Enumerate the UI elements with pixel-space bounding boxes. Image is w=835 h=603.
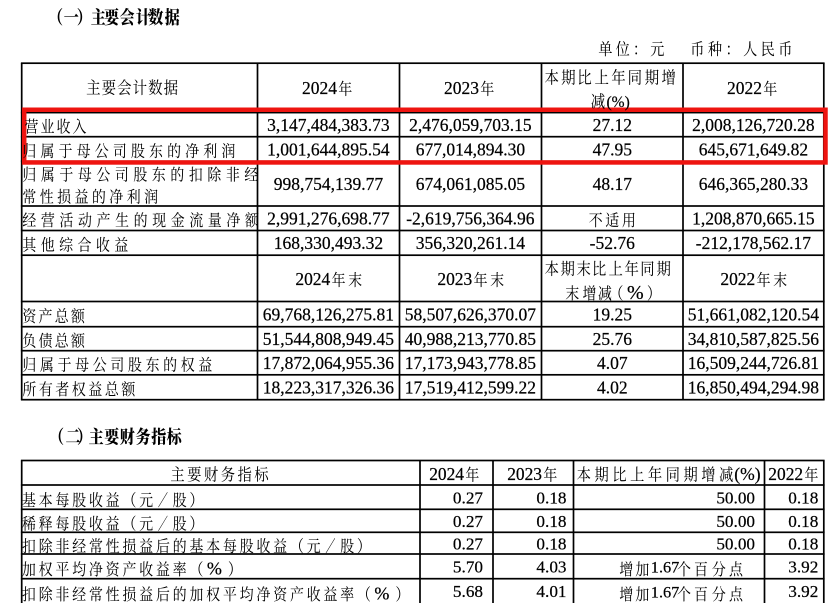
svg-text:2022: 2022 <box>727 78 762 98</box>
svg-text:2023: 2023 <box>437 269 472 289</box>
svg-text:4.01: 4.01 <box>536 582 566 601</box>
svg-text:2023: 2023 <box>507 464 542 484</box>
svg-text:%: % <box>207 559 222 579</box>
svg-text:47.95: 47.95 <box>593 139 633 159</box>
svg-text:34,810,587,825.56: 34,810,587,825.56 <box>688 329 820 349</box>
svg-text:50.00: 50.00 <box>716 534 755 553</box>
svg-text:0.18: 0.18 <box>536 488 566 507</box>
svg-text:3,147,484,383.73: 3,147,484,383.73 <box>267 115 390 135</box>
svg-text:27.12: 27.12 <box>593 115 632 135</box>
svg-text:48.17: 48.17 <box>593 174 633 194</box>
svg-text:677,014,894.30: 677,014,894.30 <box>416 139 526 159</box>
svg-text:0.27: 0.27 <box>453 512 483 531</box>
svg-text:646,365,280.33: 646,365,280.33 <box>699 174 809 194</box>
svg-text:3.92: 3.92 <box>788 558 818 577</box>
svg-text:2023: 2023 <box>444 78 479 98</box>
svg-text:17,872,064,955.36: 17,872,064,955.36 <box>263 353 395 373</box>
svg-text:18,223,317,326.36: 18,223,317,326.36 <box>263 378 395 398</box>
svg-text:0.27: 0.27 <box>453 534 483 553</box>
svg-text:19.25: 19.25 <box>593 304 633 324</box>
svg-text:674,061,085.05: 674,061,085.05 <box>416 174 526 194</box>
svg-text:1.67: 1.67 <box>651 558 680 577</box>
svg-text:17,519,412,599.22: 17,519,412,599.22 <box>405 378 536 398</box>
svg-text:16,850,494,294.98: 16,850,494,294.98 <box>688 378 820 398</box>
svg-text:2,991,276,698.77: 2,991,276,698.77 <box>267 209 390 229</box>
svg-text:(%): (%) <box>734 464 760 484</box>
svg-text:-2,619,756,364.96: -2,619,756,364.96 <box>406 209 535 229</box>
svg-text:998,754,139.77: 998,754,139.77 <box>274 174 384 194</box>
svg-text:2022: 2022 <box>720 269 755 289</box>
svg-text:50.00: 50.00 <box>716 512 755 531</box>
svg-text:0.18: 0.18 <box>788 488 818 507</box>
svg-text:0.18: 0.18 <box>788 534 818 553</box>
svg-text:2022: 2022 <box>768 464 803 484</box>
svg-text:4.02: 4.02 <box>597 378 628 398</box>
svg-text:0.18: 0.18 <box>536 512 566 531</box>
svg-text:69,768,126,275.81: 69,768,126,275.81 <box>263 304 394 324</box>
svg-text:2,008,126,720.28: 2,008,126,720.28 <box>692 115 815 135</box>
svg-text:1,001,644,895.54: 1,001,644,895.54 <box>267 139 390 159</box>
svg-text:2,476,059,703.15: 2,476,059,703.15 <box>409 115 532 135</box>
svg-text:2024: 2024 <box>295 269 330 289</box>
svg-text:5.70: 5.70 <box>453 558 483 577</box>
svg-text:16,509,244,726.81: 16,509,244,726.81 <box>688 353 819 373</box>
svg-text:356,320,261.14: 356,320,261.14 <box>416 233 526 253</box>
svg-text:-52.76: -52.76 <box>590 233 635 253</box>
svg-text:17,173,943,778.85: 17,173,943,778.85 <box>405 353 537 373</box>
svg-text:2024: 2024 <box>302 78 337 98</box>
svg-text:-212,178,562.17: -212,178,562.17 <box>696 233 811 253</box>
svg-text:2024: 2024 <box>429 464 464 484</box>
svg-text:645,671,649.82: 645,671,649.82 <box>699 139 808 159</box>
svg-text:40,988,213,770.85: 40,988,213,770.85 <box>405 329 537 349</box>
svg-text:%: % <box>374 584 389 603</box>
svg-text:0.18: 0.18 <box>536 534 566 553</box>
svg-text:%: % <box>627 282 644 304</box>
svg-text:3.92: 3.92 <box>788 582 818 601</box>
svg-text:0.27: 0.27 <box>453 488 483 507</box>
svg-text:4.07: 4.07 <box>597 353 628 373</box>
svg-text:50.00: 50.00 <box>716 488 755 507</box>
svg-text:51,661,082,120.54: 51,661,082,120.54 <box>688 304 820 324</box>
svg-text:(%): (%) <box>607 94 630 111</box>
svg-text:168,330,493.32: 168,330,493.32 <box>274 233 383 253</box>
svg-text:25.76: 25.76 <box>593 329 633 349</box>
svg-text:1,208,870,665.15: 1,208,870,665.15 <box>692 209 815 229</box>
svg-text:51,544,808,949.45: 51,544,808,949.45 <box>263 329 395 349</box>
svg-text:0.18: 0.18 <box>788 512 818 531</box>
svg-text:58,507,626,370.07: 58,507,626,370.07 <box>405 304 537 324</box>
svg-text:5.68: 5.68 <box>453 582 483 601</box>
svg-text:4.03: 4.03 <box>536 558 566 577</box>
svg-text:1.67: 1.67 <box>651 582 680 601</box>
